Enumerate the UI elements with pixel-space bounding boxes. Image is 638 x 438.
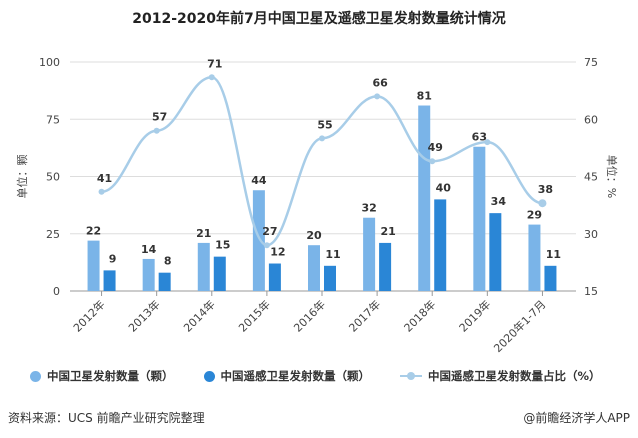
bar-satellites <box>142 258 155 291</box>
bar-label: 11 <box>325 248 340 261</box>
ratio-label: 55 <box>317 118 332 131</box>
y-left-tick-label: 0 <box>53 285 60 298</box>
y-right-axis-label: 单位：% <box>605 155 619 198</box>
ratio-point <box>263 242 270 249</box>
y-right-tick-label: 75 <box>584 56 598 69</box>
ratio-point <box>538 199 547 208</box>
ratio-label: 49 <box>428 141 443 154</box>
legend-item-satellites[interactable]: 中国卫星发射数量（颗） <box>30 368 174 384</box>
bar-label: 21 <box>196 227 211 240</box>
y-left-tick-label: 75 <box>46 113 60 126</box>
ratio-label: 27 <box>262 225 277 238</box>
bar-label: 20 <box>306 229 322 242</box>
y-left-tick-label: 100 <box>39 56 60 69</box>
ratio-label: 57 <box>152 111 167 124</box>
credit: @前瞻经济学人APP <box>523 411 630 425</box>
bar-label: 29 <box>527 209 542 222</box>
y-right-tick-label: 60 <box>584 113 598 126</box>
legend-label: 中国遥感卫星发射数量（颗） <box>220 369 371 383</box>
legend: 中国卫星发射数量（颗） 中国遥感卫星发射数量（颗） 中国遥感卫星发射数量占比（%… <box>30 368 630 384</box>
bar-remote <box>158 272 171 291</box>
chart-title: 2012-2020年前7月中国卫星及遥感卫星发射数量统计情况 <box>132 11 506 27</box>
ratio-point <box>319 135 325 142</box>
legend-swatch <box>203 370 215 382</box>
y-left-tick-label: 50 <box>46 171 60 184</box>
bar-label: 40 <box>436 181 452 194</box>
bar-label: 14 <box>141 243 157 256</box>
y-right-tick-label: 30 <box>584 228 598 241</box>
bar-label: 63 <box>472 131 487 144</box>
bar-remote <box>324 265 336 291</box>
legend-item-remote[interactable]: 中国遥感卫星发射数量（颗） <box>203 368 371 384</box>
bar-satellites <box>473 146 486 291</box>
x-tick-label: 2012年 <box>70 297 107 334</box>
bar-label: 11 <box>546 248 561 261</box>
source-note: 资料来源：UCS 前瞻产业研究院整理 <box>8 411 205 425</box>
x-tick-label: 2013年 <box>125 297 162 334</box>
y-right-tick-label: 45 <box>584 171 598 184</box>
ratio-point <box>429 158 436 165</box>
bar-satellites <box>87 240 100 291</box>
bar-remote <box>544 265 557 291</box>
legend-item-ratio[interactable]: 中国遥感卫星发射数量占比（%） <box>400 368 601 384</box>
bar-remote <box>103 270 116 291</box>
bar-label: 44 <box>251 174 267 187</box>
legend-swatch <box>30 370 41 382</box>
bar-label: 15 <box>215 239 230 252</box>
ratio-label: 71 <box>207 57 222 70</box>
ratio-point <box>208 74 215 81</box>
ratio-label: 41 <box>97 172 112 185</box>
bar-remote <box>268 263 281 291</box>
bar-label: 8 <box>164 255 172 268</box>
bar-label: 21 <box>380 225 395 238</box>
bar-satellites <box>418 105 431 291</box>
x-tick-label: 2017年 <box>346 297 383 334</box>
bar-label: 9 <box>109 252 117 265</box>
x-tick-label: 2020年1-7月 <box>491 297 549 355</box>
bar-satellites <box>528 224 541 291</box>
bar-label: 12 <box>270 246 285 259</box>
legend-swatch <box>400 372 422 380</box>
bar-satellites <box>308 245 320 291</box>
x-tick-label: 2015年 <box>236 297 273 334</box>
y-left-tick-label: 25 <box>46 228 60 241</box>
x-tick-label: 2019年 <box>456 297 493 334</box>
bar-remote <box>434 199 447 291</box>
bar-label: 32 <box>361 202 376 215</box>
x-tick-label: 2018年 <box>401 297 438 334</box>
bar-label: 34 <box>491 195 507 208</box>
bar-label: 22 <box>86 225 101 238</box>
bar-remote <box>213 256 226 291</box>
y-left-axis-label: 单位：颗 <box>15 155 29 199</box>
x-tick-label: 2014年 <box>180 297 217 334</box>
x-tick-label: 2016年 <box>291 297 328 334</box>
ratio-label: 38 <box>538 183 553 196</box>
ratio-line <box>101 76 543 247</box>
ratio-point <box>153 127 160 134</box>
bar-satellites <box>363 217 376 291</box>
ratio-point <box>484 139 491 146</box>
y-right-tick-label: 15 <box>584 285 598 298</box>
bar-satellites <box>197 242 210 291</box>
ratio-point <box>374 93 381 100</box>
ratio-point <box>98 188 105 195</box>
bar-label: 81 <box>417 90 432 103</box>
legend-label: 中国遥感卫星发射数量占比（%） <box>428 369 601 383</box>
ratio-label: 66 <box>372 76 388 89</box>
bar-remote <box>489 213 502 291</box>
bar-remote <box>379 242 392 291</box>
legend-label: 中国卫星发射数量（颗） <box>47 369 174 383</box>
bar-satellites <box>252 190 265 291</box>
